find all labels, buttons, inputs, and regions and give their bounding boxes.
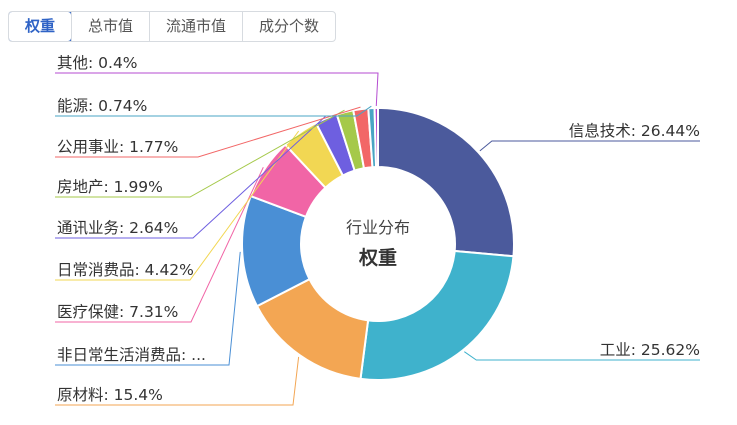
leader-line — [55, 106, 361, 158]
slice-label: 工业: 25.62% — [600, 341, 700, 359]
slice-label: 通讯业务: 2.64% — [57, 219, 178, 237]
leader-line — [464, 351, 700, 361]
center-subtitle: 权重 — [358, 246, 397, 269]
leader-line — [55, 116, 326, 239]
leader-line — [55, 130, 300, 281]
leader-line — [55, 72, 379, 107]
leader-line — [55, 251, 241, 366]
slice-label: 其他: 0.4% — [57, 54, 138, 72]
slice-label: 房地产: 1.99% — [57, 178, 163, 196]
slice-label: 日常消费品: 4.42% — [57, 261, 194, 279]
slice-1[interactable] — [377, 106, 515, 258]
leader-line — [479, 140, 700, 152]
slice-label: 能源: 0.74% — [57, 97, 147, 115]
tab-float-market-cap[interactable]: 流通市值 — [149, 12, 242, 41]
donut-slices — [241, 106, 515, 381]
slice-label: 原材料: 15.4% — [57, 386, 163, 404]
leader-line — [55, 109, 345, 198]
tab-constituent-count[interactable]: 成分个数 — [242, 12, 335, 41]
slice-label: 医疗保健: 7.31% — [57, 303, 178, 321]
slice-2[interactable] — [359, 249, 515, 381]
tab-total-market-cap[interactable]: 总市值 — [71, 12, 149, 41]
tab-bar: 权重 总市值 流通市值 成分个数 — [8, 11, 337, 42]
slice-labels: 信息技术: 26.44% 工业: 25.62% 原材料: 15.4% 非日常生活消费品… — [57, 54, 700, 404]
slice-label: 公用事业: 1.77% — [57, 138, 178, 156]
leader-line — [55, 105, 372, 117]
slice-label: 非日常生活消费品: ... — [57, 346, 206, 364]
leader-line — [55, 167, 264, 323]
leader-line — [55, 356, 300, 406]
leader-lines — [55, 72, 700, 406]
center-title: 行业分布 — [346, 218, 410, 237]
slice-11[interactable] — [373, 106, 379, 169]
slice-label: 信息技术: 26.44% — [569, 122, 700, 140]
